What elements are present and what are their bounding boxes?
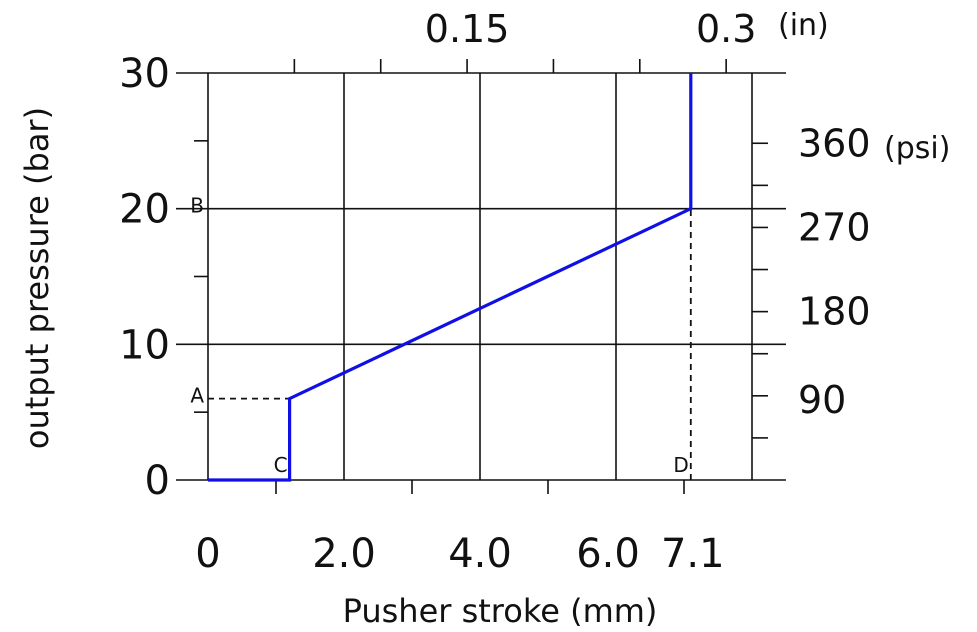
top-axis-tick-label: 0.15 <box>425 7 510 51</box>
y-axis-title: output pressure (bar) <box>18 107 56 449</box>
y-tick-label: 10 <box>119 322 170 368</box>
x-tick-label: 2.0 <box>312 531 376 577</box>
x-tick-label: 7.1 <box>661 531 725 577</box>
top-axis-tick-labels: 0.15 0.3 <box>425 7 757 51</box>
reference-lines <box>208 208 692 480</box>
series-line-pressure <box>208 73 693 482</box>
top-axis-unit: (in) <box>778 8 829 43</box>
point-annotations: A B C D <box>190 194 689 477</box>
right-axis-tick-label: 180 <box>798 290 871 334</box>
x-tick-label: 6.0 <box>576 531 640 577</box>
top-axis-tick-label: 0.3 <box>696 7 756 51</box>
right-axis-unit: (psi) <box>884 131 950 166</box>
right-axis-tick-labels: 90 180 270 360 <box>798 121 871 422</box>
x-tick-labels: 0 2.0 4.0 6.0 7.1 <box>195 531 724 577</box>
x-tick-label: 0 <box>195 531 220 577</box>
right-axis-tick-label: 270 <box>798 205 871 249</box>
y-tick-label: 30 <box>119 51 170 97</box>
point-label-a: A <box>190 384 204 408</box>
y-tick-labels: 0 10 20 30 <box>119 51 170 504</box>
right-axis-tick-label: 90 <box>798 378 846 422</box>
minor-ticks <box>194 59 768 494</box>
y-tick-label: 0 <box>145 458 170 504</box>
point-label-c: C <box>274 453 288 477</box>
right-axis-tick-label: 360 <box>798 121 871 165</box>
grid-lines <box>176 72 786 480</box>
point-label-d: D <box>673 453 688 477</box>
series-group <box>208 73 693 482</box>
point-label-b: B <box>190 194 204 218</box>
y-tick-label: 20 <box>119 187 170 233</box>
x-axis-title: Pusher stroke (mm) <box>343 592 658 630</box>
x-tick-label: 4.0 <box>448 531 512 577</box>
